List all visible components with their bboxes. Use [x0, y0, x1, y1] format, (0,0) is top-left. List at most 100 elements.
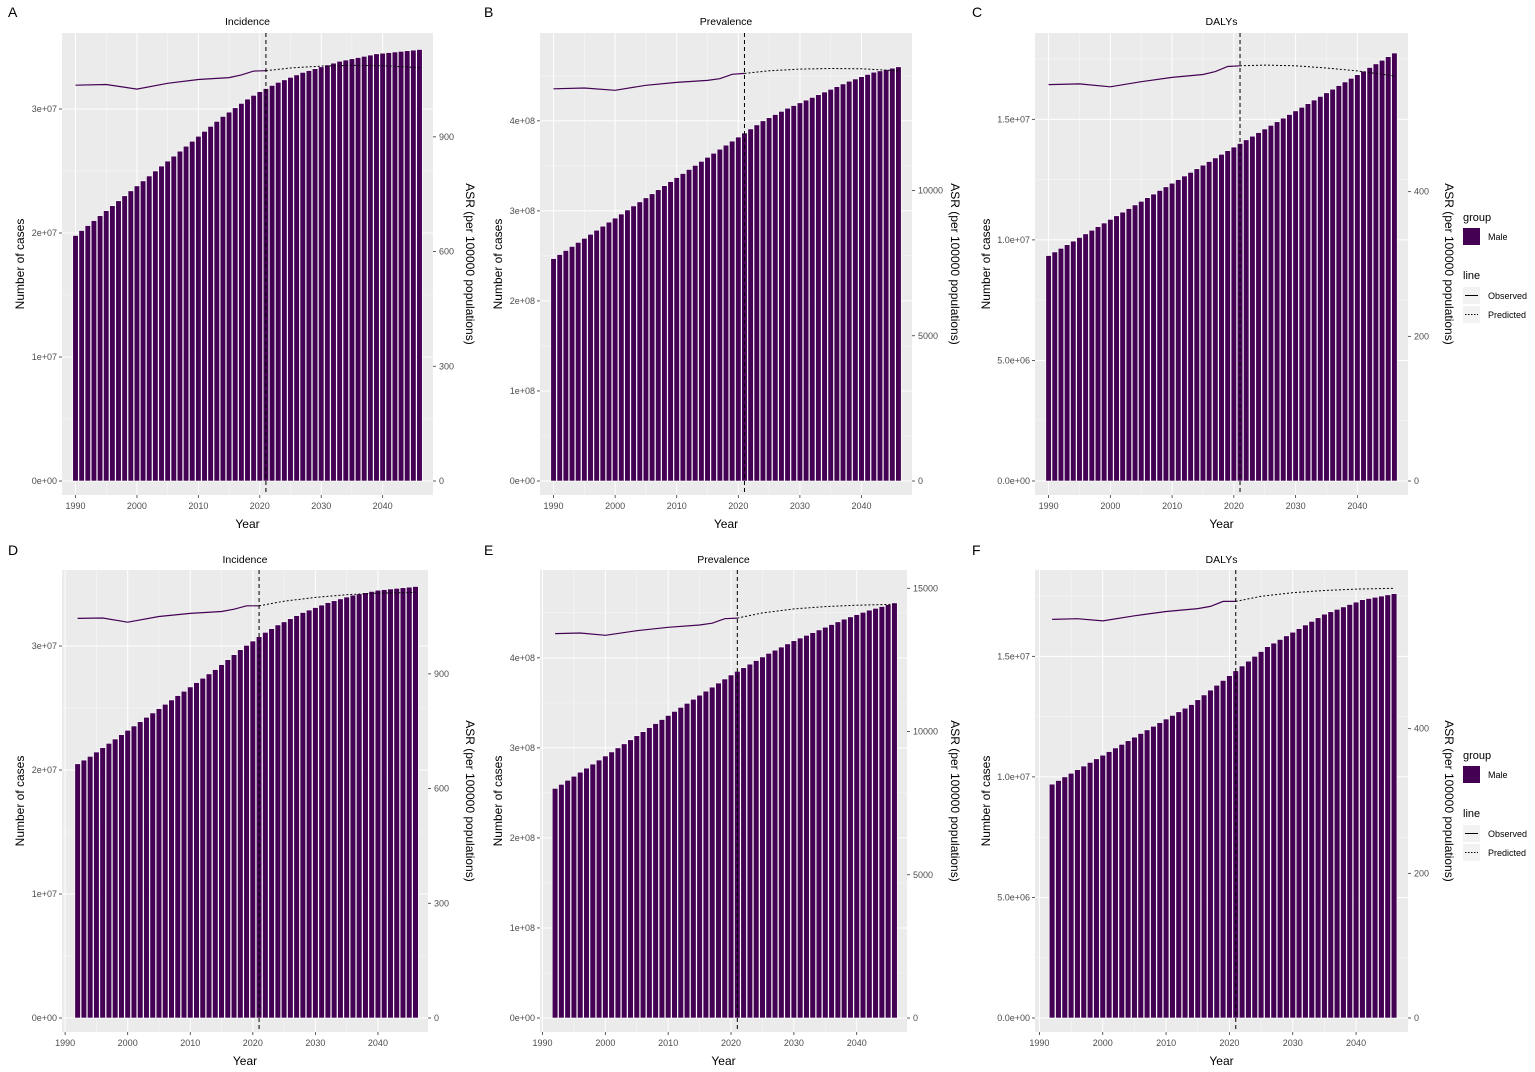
bar: [193, 682, 200, 1019]
y2-tick-label: 5000: [918, 331, 938, 341]
bar: [1280, 117, 1287, 482]
bar: [802, 99, 810, 482]
bar: [602, 755, 609, 1019]
bar: [1317, 96, 1324, 482]
bar: [232, 107, 239, 482]
bar: [1302, 624, 1309, 1019]
bar: [112, 738, 119, 1019]
panel-label: D: [8, 542, 18, 558]
y2-axis-title: ASR (per 100000 populations): [1442, 720, 1456, 881]
bar: [1131, 204, 1139, 482]
y-tick-label: 0e+00: [32, 476, 57, 486]
bar: [1051, 251, 1058, 482]
bar: [93, 751, 100, 1019]
bar: [152, 170, 159, 482]
bar: [858, 76, 865, 482]
bar: [1076, 237, 1083, 482]
bar: [243, 645, 250, 1019]
bar: [1295, 628, 1303, 1019]
bar: [373, 53, 380, 482]
bar: [368, 591, 375, 1019]
bar: [618, 213, 625, 482]
bar: [833, 86, 840, 482]
panel-label: F: [972, 542, 981, 558]
bar: [354, 57, 362, 482]
panel-label: B: [484, 4, 493, 20]
bar: [595, 759, 603, 1019]
bar: [1314, 617, 1322, 1019]
bar: [342, 59, 349, 482]
bar: [1340, 606, 1347, 1019]
bar: [410, 49, 417, 482]
y-tick-label: 0e+00: [510, 1013, 535, 1023]
bar: [1346, 604, 1353, 1019]
y2-tick-label: 600: [439, 247, 454, 257]
y-tick-label: 0.0e+00: [997, 1013, 1030, 1023]
x-tick-label: 2040: [851, 501, 871, 511]
bar: [250, 95, 257, 482]
x-tick-label: 2020: [728, 501, 748, 511]
bar: [716, 148, 723, 482]
legend-line-title: line: [1463, 270, 1480, 282]
bar: [1270, 642, 1277, 1019]
x-tick-label: 1990: [55, 1038, 75, 1048]
bar: [1251, 656, 1258, 1019]
bar: [1144, 197, 1151, 482]
bar: [1150, 193, 1157, 482]
x-tick-label: 2040: [847, 1038, 867, 1048]
bar: [318, 66, 325, 482]
bar: [642, 197, 650, 482]
bar: [238, 103, 245, 482]
bar: [287, 77, 294, 482]
bar: [709, 686, 716, 1019]
bar: [1169, 715, 1176, 1019]
bar: [1112, 747, 1119, 1019]
x-tick-label: 2010: [188, 501, 208, 511]
bar: [630, 205, 637, 482]
y2-tick-label: 400: [1414, 187, 1429, 197]
bar: [1137, 733, 1144, 1019]
bar: [853, 614, 860, 1019]
bar: [1321, 613, 1328, 1019]
bar: [1188, 704, 1195, 1019]
bar: [821, 91, 828, 482]
bar: [556, 254, 563, 482]
bar: [1292, 110, 1299, 482]
bar: [692, 165, 699, 482]
bar: [661, 185, 668, 482]
bar: [583, 767, 590, 1019]
bar: [1175, 711, 1182, 1019]
bar: [790, 640, 798, 1019]
bar: [412, 586, 419, 1019]
bar: [1327, 611, 1334, 1019]
bar: [1212, 157, 1219, 482]
x-tick-label: 2030: [784, 1038, 804, 1048]
bar: [127, 190, 134, 482]
observed-asr-line: [75, 70, 266, 90]
bar: [201, 131, 208, 482]
y-tick-label: 3e+08: [510, 206, 535, 216]
bar: [633, 735, 640, 1019]
bar: [1194, 699, 1201, 1019]
bar: [1335, 85, 1342, 482]
y2-tick-label: 600: [434, 784, 449, 794]
bar: [137, 721, 144, 1019]
x-tick-label: 2010: [1156, 1038, 1176, 1048]
bar: [667, 181, 674, 482]
bar: [1181, 175, 1188, 482]
bar: [170, 155, 177, 482]
y2-axis-title: ASR (per 100000 populations): [948, 183, 962, 344]
bar: [1199, 164, 1207, 482]
x-tick-label: 1990: [1029, 1038, 1049, 1048]
bar: [1088, 229, 1095, 482]
bar: [1243, 139, 1250, 482]
bar: [1264, 646, 1271, 1019]
bar: [575, 242, 582, 482]
y-tick-label: 1.0e+07: [997, 772, 1030, 782]
bar: [1048, 783, 1056, 1019]
x-tick-label: 2010: [1162, 501, 1182, 511]
bar: [336, 60, 343, 482]
bar: [593, 229, 600, 482]
y2-tick-label: 300: [439, 361, 454, 371]
bar: [1094, 226, 1102, 482]
